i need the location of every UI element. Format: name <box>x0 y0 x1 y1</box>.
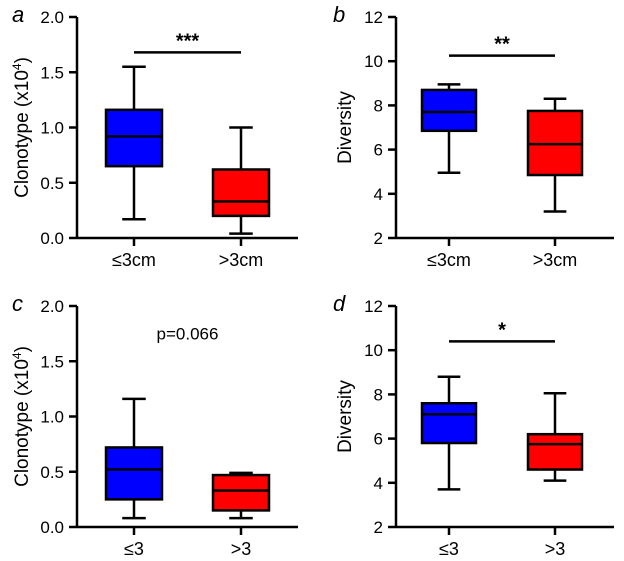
y-tick-label: 2.0 <box>40 8 64 27</box>
x-category-label: ≤3cm <box>427 250 471 270</box>
significance-label: * <box>498 319 506 341</box>
y-tick-label: 8 <box>374 96 383 115</box>
box-plot-1 <box>211 471 271 520</box>
y-tick-label: 10 <box>364 341 383 360</box>
y-axis-label-superscript: 4 <box>10 352 24 359</box>
box-plot-1 <box>211 126 271 235</box>
y-tick-label: 1.5 <box>40 352 64 371</box>
x-category-label: >3cm <box>533 250 578 270</box>
panel-a: a 0.0 0.5 1.0 1.5 2.0 ≤3cm >3cm Clonotype (x104)… <box>10 2 298 270</box>
y-tick-label: 1.5 <box>40 63 64 82</box>
panel-b: b 2 4 6 8 10 12 ≤3cm >3cm Diversity ** <box>333 2 614 270</box>
y-tick-label: 1.0 <box>40 119 64 138</box>
x-category-label: ≤3 <box>124 539 144 559</box>
iqr-box <box>420 401 478 445</box>
significance-label: ** <box>494 34 510 56</box>
y-tick-label: 0.0 <box>40 518 64 537</box>
y-tick-label: 0.5 <box>40 174 64 193</box>
p-value-label: p=0.066 <box>157 325 219 344</box>
y-tick-label: 6 <box>374 141 383 160</box>
iqr-box <box>104 108 164 168</box>
y-tick-label: 0.0 <box>40 229 64 248</box>
y-axis-label: Diversity <box>335 91 356 164</box>
iqr-box <box>104 446 164 501</box>
y-axis-label: Clonotype (x104) <box>10 57 33 198</box>
box-plot-1 <box>526 97 584 213</box>
y-tick-label: 12 <box>364 8 383 27</box>
y-axis-label-close: ) <box>12 346 33 352</box>
y-tick-label: 0.5 <box>40 463 64 482</box>
box-plot-0 <box>104 397 164 520</box>
y-axis-label-main: Clonotype (x10 <box>12 70 33 198</box>
y-axis-label-main: Diversity <box>335 380 356 453</box>
x-category-label: >3 <box>231 539 252 559</box>
y-tick-label: 6 <box>374 430 383 449</box>
x-category-label: >3 <box>545 539 566 559</box>
panel-letter: c <box>12 291 23 316</box>
y-axis-label: Clonotype (x104) <box>10 346 33 487</box>
iqr-box <box>211 168 271 218</box>
y-tick-label: 8 <box>374 385 383 404</box>
y-tick-label: 1.0 <box>40 408 64 427</box>
box-plot-0 <box>104 65 164 221</box>
iqr-box <box>420 88 478 133</box>
x-category-label: >3cm <box>219 250 264 270</box>
box-plot-0 <box>420 83 478 175</box>
y-tick-label: 12 <box>364 297 383 316</box>
y-axis-label-main: Diversity <box>335 91 356 164</box>
y-tick-label: 2.0 <box>40 297 64 316</box>
iqr-box <box>211 473 271 512</box>
box-plot-0 <box>420 375 478 491</box>
y-axis-label-main: Clonotype (x10 <box>12 359 33 487</box>
box-plot-1 <box>526 392 584 482</box>
x-category-label: ≤3 <box>439 539 459 559</box>
y-tick-label: 2 <box>374 229 383 248</box>
significance-label: *** <box>176 30 200 52</box>
y-axis-label-close: ) <box>12 57 33 63</box>
y-tick-label: 4 <box>374 185 383 204</box>
panel-letter: b <box>333 2 345 27</box>
y-tick-label: 2 <box>374 518 383 537</box>
y-axis-label: Diversity <box>335 380 356 453</box>
panel-d: d 2 4 6 8 10 12 ≤3 >3 Diversity * <box>333 291 614 559</box>
panel-c: c 0.0 0.5 1.0 1.5 2.0 ≤3 >3 Clonotype (x104) p=0.… <box>10 291 298 559</box>
y-tick-label: 4 <box>374 474 383 493</box>
panel-letter: d <box>333 291 346 316</box>
y-tick-label: 10 <box>364 52 383 71</box>
panel-letter: a <box>12 2 24 27</box>
x-category-label: ≤3cm <box>112 250 156 270</box>
iqr-box <box>526 432 584 471</box>
y-axis-label-superscript: 4 <box>10 63 24 70</box>
